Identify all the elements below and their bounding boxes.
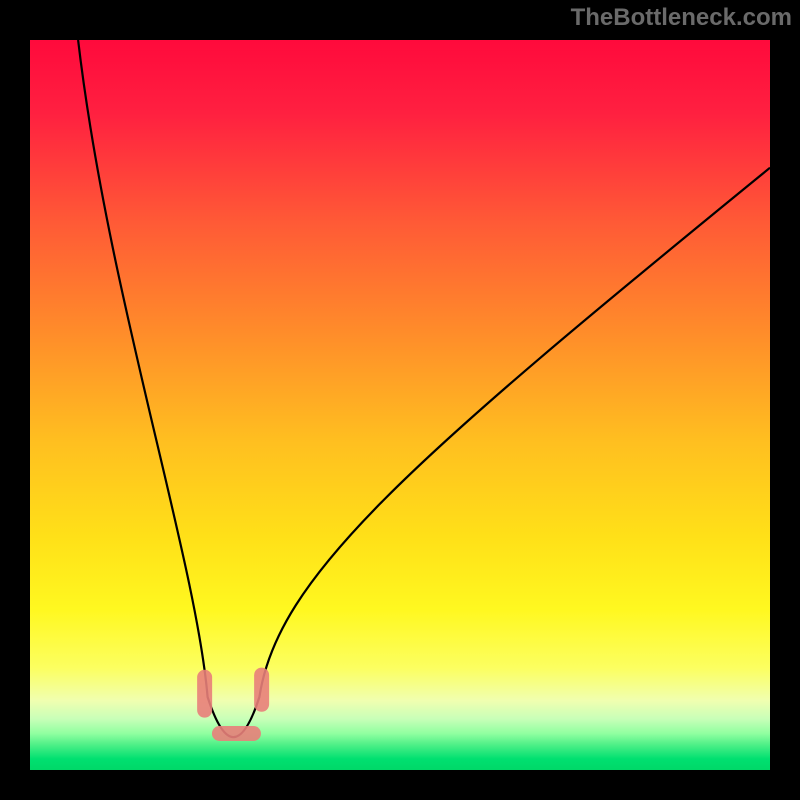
marker-capsule: [254, 668, 269, 712]
frame-right: [770, 40, 800, 770]
marker-capsule: [212, 726, 261, 741]
marker-capsule: [197, 670, 212, 718]
bottleneck-chart: TheBottleneck.com: [0, 0, 800, 800]
frame-left: [0, 40, 30, 770]
gradient-background: [30, 40, 770, 770]
watermark-text: TheBottleneck.com: [571, 4, 792, 32]
frame-bottom: [0, 770, 800, 800]
